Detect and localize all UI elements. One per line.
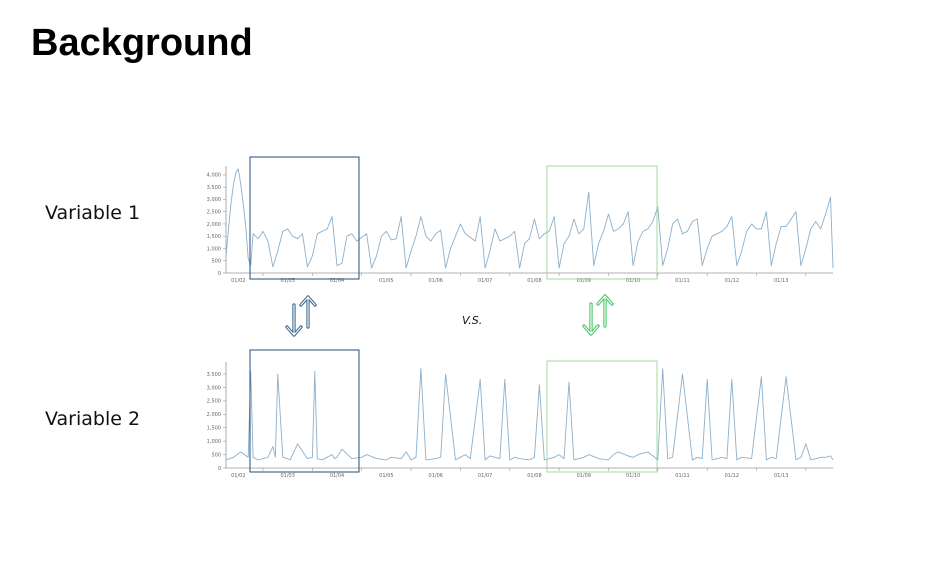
y-tick-label: 500 bbox=[211, 452, 221, 458]
variable-2-label: Variable 2 bbox=[45, 408, 141, 430]
x-tick-label: 01/10 bbox=[626, 473, 640, 479]
up-down-arrows-icon bbox=[582, 294, 614, 336]
x-tick-label: 01/06 bbox=[429, 473, 443, 479]
y-tick-label: 0 bbox=[218, 466, 221, 472]
y-tick-label: 4,000 bbox=[207, 173, 221, 179]
x-tick-label: 01/13 bbox=[774, 278, 788, 284]
variable-2-blue-highlight-box bbox=[249, 349, 360, 473]
x-tick-label: 01/12 bbox=[725, 473, 739, 479]
y-tick-label: 0 bbox=[218, 271, 221, 277]
x-tick-label: 01/03 bbox=[280, 473, 294, 479]
variable-2-chart: 0 500 1,000 1,500 2,000 2,500 3,000 3,500 01/02 0… bbox=[207, 362, 834, 479]
x-tick-label: 01/13 bbox=[774, 473, 788, 479]
vs-label: V.S. bbox=[462, 314, 483, 327]
y-tick-label: 2,500 bbox=[207, 399, 221, 405]
y-tick-label: 1,000 bbox=[207, 439, 221, 445]
x-tick-label: 01/09 bbox=[577, 473, 591, 479]
x-tick-label: 01/12 bbox=[725, 278, 739, 284]
x-tick-label: 01/08 bbox=[527, 473, 541, 479]
x-tick-label: 01/07 bbox=[478, 278, 492, 284]
y-tick-label: 3,000 bbox=[207, 385, 221, 391]
series-line bbox=[225, 168, 834, 269]
y-tick-label: 1,500 bbox=[207, 426, 221, 432]
y-tick-label: 2,000 bbox=[207, 412, 221, 418]
y-tick-label: 1,500 bbox=[207, 234, 221, 240]
x-tick-label: 01/03 bbox=[280, 278, 294, 284]
variable-1-green-highlight-box bbox=[546, 165, 658, 280]
x-tick-label: 01/05 bbox=[379, 278, 393, 284]
x-tick-label: 01/06 bbox=[429, 278, 443, 284]
y-tick-label: 500 bbox=[211, 259, 221, 265]
x-tick-label: 01/05 bbox=[379, 473, 393, 479]
variable-1-chart: 0 500 1,000 1,500 2,000 2,500 3,000 3,500 4,000 0… bbox=[207, 166, 834, 284]
y-tick-label: 3,000 bbox=[207, 197, 221, 203]
series-line bbox=[225, 368, 834, 461]
variable-2-green-highlight-box bbox=[546, 360, 658, 473]
x-tick-label: 01/02 bbox=[231, 473, 245, 479]
y-tick-label: 3,500 bbox=[207, 372, 221, 378]
x-tick-label: 01/02 bbox=[231, 278, 245, 284]
x-tick-label: 01/07 bbox=[478, 473, 492, 479]
slide-title: Background bbox=[31, 22, 253, 64]
x-tick-label: 01/08 bbox=[527, 278, 541, 284]
variable-1-label: Variable 1 bbox=[45, 202, 141, 224]
up-down-arrows-icon bbox=[285, 295, 317, 337]
y-tick-label: 2,000 bbox=[207, 222, 221, 228]
x-tick-label: 01/11 bbox=[675, 278, 689, 284]
y-tick-label: 3,500 bbox=[207, 185, 221, 191]
x-tick-label: 01/10 bbox=[626, 278, 640, 284]
y-tick-label: 1,000 bbox=[207, 246, 221, 252]
y-tick-label: 2,500 bbox=[207, 209, 221, 215]
x-tick-label: 01/04 bbox=[330, 278, 344, 284]
x-tick-label: 01/04 bbox=[330, 473, 344, 479]
variable-1-blue-highlight-box bbox=[249, 156, 360, 280]
x-tick-label: 01/11 bbox=[675, 473, 689, 479]
x-tick-label: 01/09 bbox=[577, 278, 591, 284]
